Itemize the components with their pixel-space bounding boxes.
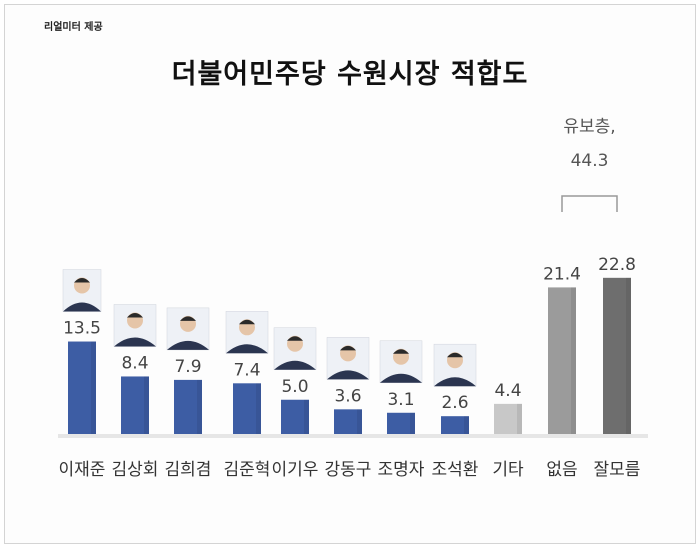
chart-frame xyxy=(4,4,696,544)
candidate-photo-suit-6 xyxy=(380,373,422,383)
bar-shade-3 xyxy=(256,383,261,434)
category-label-0: 이재준 xyxy=(59,460,106,480)
value-label-4: 5.0 xyxy=(281,377,308,397)
category-label-5: 강동구 xyxy=(325,460,372,480)
category-label-4: 이기우 xyxy=(272,460,319,480)
bracket-label-line2: 44.3 xyxy=(571,151,609,171)
candidate-photo-suit-4 xyxy=(274,360,316,370)
bar-shade-10 xyxy=(626,277,631,434)
candidate-photo-suit-0 xyxy=(63,302,101,312)
bar-shade-5 xyxy=(357,409,362,434)
category-label-2: 김희겸 xyxy=(165,460,212,480)
chart-title: 더불어민주당 수원시장 적합도 xyxy=(171,59,529,90)
candidate-photo-hair-7 xyxy=(447,352,463,358)
category-label-1: 김상회 xyxy=(112,460,159,480)
bar-shade-1 xyxy=(144,376,149,434)
candidate-photo-hair-2 xyxy=(180,316,196,321)
bar-3 xyxy=(233,383,261,434)
bracket xyxy=(561,195,618,212)
candidate-photo-suit-3 xyxy=(226,344,268,354)
bar-7 xyxy=(441,416,469,434)
value-label-10: 22.8 xyxy=(598,255,636,275)
value-label-6: 3.1 xyxy=(387,390,414,410)
candidate-photo-hair-6 xyxy=(393,349,409,354)
bar-2 xyxy=(174,379,202,434)
candidate-photo-suit-1 xyxy=(114,337,156,347)
source-label: 리얼미터 제공 xyxy=(44,22,103,33)
bar-shade-4 xyxy=(304,399,309,434)
candidate-photo-hair-5 xyxy=(340,345,356,351)
value-label-9: 21.4 xyxy=(543,264,581,284)
bar-4 xyxy=(281,399,309,434)
bar-10 xyxy=(603,277,631,434)
bar-shade-0 xyxy=(91,341,96,434)
bar-shade-2 xyxy=(197,379,202,434)
candidate-photo-hair-3 xyxy=(239,319,255,325)
value-label-7: 2.6 xyxy=(441,393,468,413)
value-label-1: 8.4 xyxy=(121,353,148,373)
category-label-10: 잘모름 xyxy=(594,460,641,480)
category-label-7: 조석환 xyxy=(432,460,479,480)
bar-1 xyxy=(121,376,149,434)
candidate-photo-hair-4 xyxy=(287,336,303,341)
value-label-2: 7.9 xyxy=(174,357,201,377)
candidate-photo-suit-2 xyxy=(167,340,209,350)
candidate-photo-suit-7 xyxy=(434,377,476,387)
bar-5 xyxy=(334,409,362,434)
category-label-8: 기타 xyxy=(492,460,524,480)
category-label-9: 없음 xyxy=(546,460,577,480)
category-label-6: 조명자 xyxy=(378,460,425,480)
bar-shade-8 xyxy=(517,403,522,434)
value-label-5: 3.6 xyxy=(334,386,361,406)
bar-8 xyxy=(494,403,522,434)
value-label-0: 13.5 xyxy=(63,319,101,339)
baseline xyxy=(58,434,648,438)
bar-shade-6 xyxy=(410,412,415,434)
candidate-photo-hair-0 xyxy=(74,278,90,283)
bar-0 xyxy=(68,341,96,434)
bar-shade-9 xyxy=(571,287,576,434)
bar-shade-7 xyxy=(464,416,469,434)
bracket-label-line1: 유보층, xyxy=(563,117,615,137)
candidate-photo-suit-5 xyxy=(327,370,369,380)
value-label-8: 4.4 xyxy=(494,381,521,401)
bar-6 xyxy=(387,412,415,434)
category-label-3: 김준혁 xyxy=(224,460,271,480)
candidate-photo-hair-1 xyxy=(127,312,143,318)
bar-9 xyxy=(548,287,576,434)
value-label-3: 7.4 xyxy=(233,360,260,380)
